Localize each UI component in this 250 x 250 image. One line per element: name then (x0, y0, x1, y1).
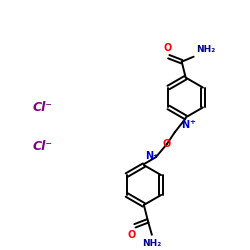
Text: NH₂: NH₂ (196, 45, 215, 54)
Text: NH₂: NH₂ (142, 239, 162, 248)
Text: O: O (163, 139, 171, 149)
Text: N: N (145, 151, 153, 161)
Text: Cl⁻: Cl⁻ (32, 140, 52, 153)
Text: O: O (164, 43, 172, 53)
Text: N: N (181, 120, 189, 130)
Text: Cl⁻: Cl⁻ (32, 101, 52, 114)
Text: +: + (152, 153, 158, 159)
Text: +: + (189, 120, 195, 126)
Text: O: O (128, 230, 136, 240)
